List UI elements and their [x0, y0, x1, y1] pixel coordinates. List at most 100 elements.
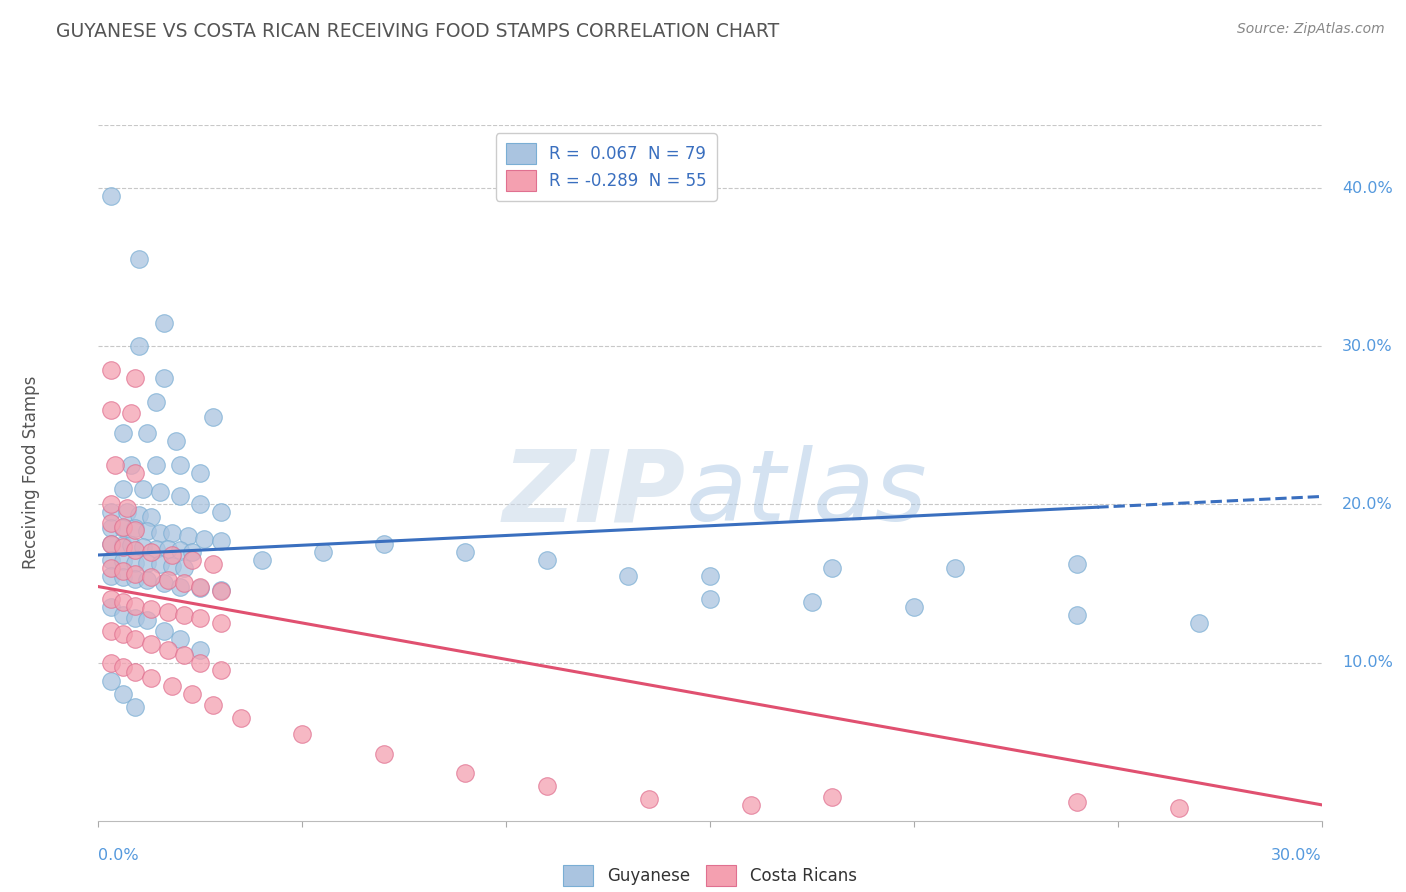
Point	[165, 434, 187, 449]
Point	[173, 560, 195, 574]
Point	[100, 674, 122, 689]
Point	[132, 482, 155, 496]
Point	[201, 410, 224, 425]
Point	[111, 660, 134, 674]
Point	[1188, 615, 1211, 630]
Point	[132, 540, 155, 554]
Legend: Guyanese, Costa Ricans: Guyanese, Costa Ricans	[557, 859, 863, 892]
Point	[124, 611, 146, 625]
Point	[188, 466, 212, 480]
Point	[169, 580, 191, 594]
Point	[111, 687, 134, 701]
Point	[124, 566, 146, 581]
Point	[136, 556, 159, 570]
Point	[145, 458, 167, 472]
Point	[209, 584, 232, 599]
Point	[169, 490, 191, 504]
Point	[160, 559, 183, 574]
Point	[209, 615, 232, 630]
Point	[181, 552, 204, 567]
Point	[141, 636, 163, 650]
Point	[111, 521, 134, 535]
Point	[100, 363, 122, 377]
Point	[124, 572, 146, 586]
Point	[100, 505, 122, 519]
Point	[120, 458, 142, 472]
Point	[454, 766, 477, 780]
Point	[136, 426, 159, 441]
Point	[188, 656, 212, 670]
Point	[1167, 801, 1189, 815]
Point	[188, 497, 212, 511]
Point	[128, 252, 150, 267]
Point	[141, 570, 163, 584]
Point	[201, 558, 224, 572]
Point	[173, 576, 195, 591]
Point	[231, 711, 253, 725]
Point	[1066, 608, 1088, 623]
Point	[152, 371, 174, 385]
Point	[124, 523, 146, 537]
Point	[111, 608, 134, 623]
Point	[152, 624, 174, 638]
Point	[821, 789, 844, 804]
Point	[160, 679, 183, 693]
Point	[141, 671, 163, 685]
Point	[111, 595, 134, 609]
Point	[188, 581, 212, 595]
Point	[100, 189, 122, 203]
Point	[169, 458, 191, 472]
Point	[740, 797, 762, 812]
Text: 30.0%: 30.0%	[1271, 848, 1322, 863]
Point	[801, 595, 824, 609]
Point	[141, 601, 163, 615]
Point	[160, 525, 183, 540]
Text: GUYANESE VS COSTA RICAN RECEIVING FOOD STAMPS CORRELATION CHART: GUYANESE VS COSTA RICAN RECEIVING FOOD S…	[56, 22, 779, 41]
Point	[128, 508, 150, 523]
Point	[100, 537, 122, 551]
Point	[173, 648, 195, 662]
Point	[111, 482, 134, 496]
Point	[637, 791, 661, 805]
Point	[177, 529, 200, 543]
Point	[373, 747, 395, 762]
Point	[100, 402, 122, 417]
Point	[141, 545, 163, 559]
Point	[100, 552, 122, 567]
Point	[115, 505, 138, 519]
Point	[152, 316, 174, 330]
Point	[1066, 795, 1088, 809]
Point	[100, 624, 122, 638]
Point	[136, 613, 159, 627]
Point	[100, 497, 122, 511]
Point	[149, 558, 172, 572]
Point	[124, 556, 146, 570]
Point	[100, 568, 122, 582]
Point	[100, 656, 122, 670]
Point	[120, 406, 142, 420]
Point	[124, 665, 146, 679]
Point	[536, 552, 558, 567]
Point	[169, 632, 191, 646]
Point	[209, 533, 232, 548]
Point	[312, 545, 335, 559]
Point	[156, 541, 179, 556]
Point	[209, 582, 232, 597]
Text: 0.0%: 0.0%	[98, 848, 139, 863]
Point	[1066, 558, 1088, 572]
Point	[111, 426, 134, 441]
Point	[115, 500, 138, 515]
Point	[136, 574, 159, 588]
Point	[100, 521, 122, 535]
Point	[373, 537, 395, 551]
Text: 30.0%: 30.0%	[1343, 339, 1393, 354]
Point	[124, 632, 146, 646]
Point	[124, 543, 146, 558]
Point	[124, 599, 146, 613]
Point	[160, 548, 183, 562]
Point	[136, 524, 159, 539]
Point	[193, 532, 215, 546]
Point	[100, 560, 122, 574]
Text: 20.0%: 20.0%	[1343, 497, 1393, 512]
Point	[124, 466, 146, 480]
